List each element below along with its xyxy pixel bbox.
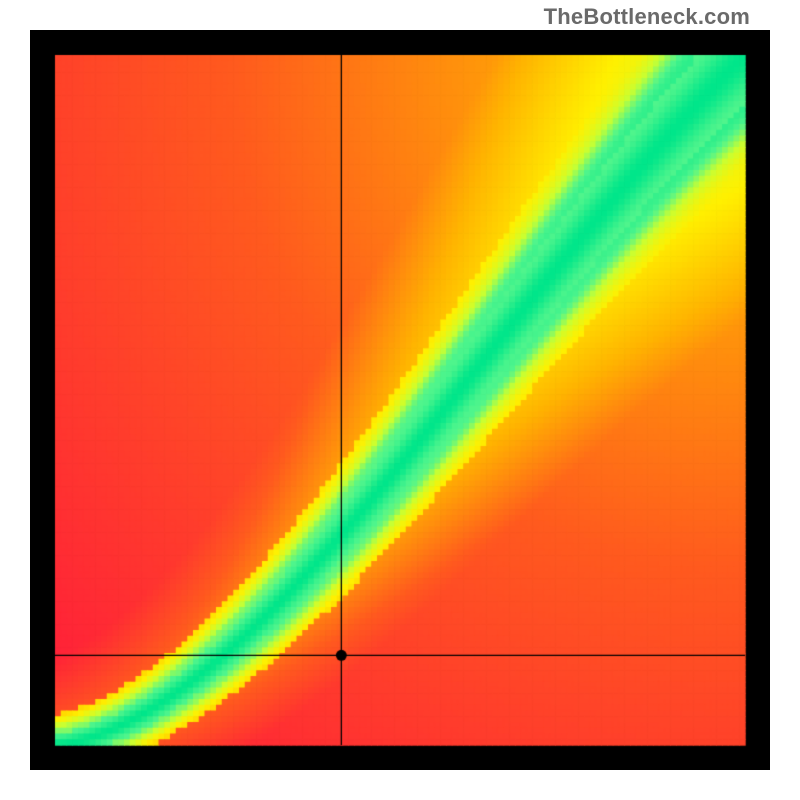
heatmap-canvas [30, 30, 770, 770]
watermark-text: TheBottleneck.com [544, 4, 750, 30]
heatmap-frame [30, 30, 770, 770]
chart-container: TheBottleneck.com [0, 0, 800, 800]
